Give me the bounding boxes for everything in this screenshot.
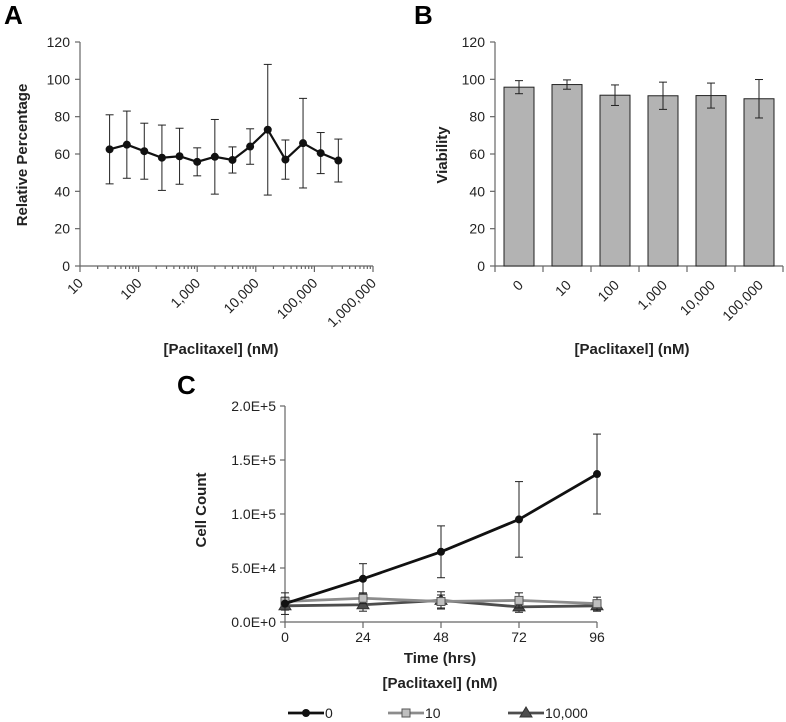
panel-c-letter: C <box>177 370 196 400</box>
panel-c: C Cell Count Time (hrs) [Paclitaxel] (nM… <box>177 370 605 721</box>
panel-c-legend: 0 10 10,000 <box>288 705 588 721</box>
panel-a-xtick-label: 10,000 <box>220 275 262 317</box>
panel-b-ylabel: Viability <box>434 126 451 184</box>
panel-c-series-square-point <box>436 596 446 606</box>
panel-b-xtick-label: 10 <box>552 277 574 299</box>
panel-b-ytick-label: 60 <box>469 146 485 162</box>
panel-b-letter: B <box>414 0 433 30</box>
panel-b-xtick-label: 100,000 <box>719 277 766 324</box>
panel-a-ytick-label: 100 <box>47 71 71 87</box>
panel-a-point <box>263 125 272 134</box>
panel-a-point <box>157 153 166 162</box>
panel-a-xtick-label: 1,000,000 <box>324 275 380 331</box>
panel-b-bar <box>599 94 631 267</box>
panel-a-point <box>175 152 184 161</box>
panel-a-point <box>228 155 237 164</box>
panel-b-ytick-label: 80 <box>469 109 485 125</box>
panel-b-xtick-label: 0 <box>509 277 526 294</box>
panel-c-series-circle-point <box>281 599 289 608</box>
panel-b-ytick-label: 20 <box>469 221 485 237</box>
panel-c-series-circle-point <box>437 547 445 556</box>
panel-b-bar <box>695 95 727 267</box>
panel-a-ytick-label: 60 <box>54 146 70 162</box>
panel-a-point <box>140 147 149 156</box>
panel-b-ytick-label: 100 <box>462 71 486 87</box>
panel-c-xlabel: Time (hrs) <box>404 650 476 667</box>
panel-c-ytick-label: 2.0E+5 <box>231 398 276 414</box>
panel-c-xtick-label: 24 <box>355 629 371 645</box>
panel-a: A Relative Percentage [Paclitaxel] (nM) … <box>4 0 379 358</box>
panel-a-ytick-label: 20 <box>54 221 70 237</box>
panel-a-xlabel: [Paclitaxel] (nM) <box>163 341 278 358</box>
panel-a-xtick-label: 10 <box>64 275 86 297</box>
panel-a-ytick-label: 80 <box>54 109 70 125</box>
panel-c-ytick-label: 1.0E+5 <box>231 506 276 522</box>
panel-a-xtick-label: 100 <box>117 275 145 303</box>
panel-b: B Viability [Paclitaxel] (nM) 0 20 40 60 80 1… <box>414 0 784 358</box>
panel-a-xtick-label: 100,000 <box>273 275 320 322</box>
legend-swatch-marker <box>401 708 411 718</box>
panel-a-ytick-label: 40 <box>54 183 70 199</box>
panel-a-point <box>122 140 131 149</box>
panel-a-ytick-label: 0 <box>62 258 70 274</box>
panel-b-ytick-label: 40 <box>469 183 485 199</box>
legend-label: 10,000 <box>545 705 588 721</box>
panel-c-series-square-point <box>514 595 524 605</box>
panel-b-bar <box>551 84 583 267</box>
panel-c-xtick-label: 0 <box>281 629 289 645</box>
panel-b-ytick-label: 0 <box>477 258 485 274</box>
panel-a-letter: A <box>4 0 23 30</box>
legend-swatch-marker <box>519 706 533 718</box>
panel-c-series-square-point <box>358 593 368 603</box>
panel-a-point <box>105 145 114 154</box>
legend-label: 10 <box>425 705 441 721</box>
panel-b-bar <box>743 98 775 267</box>
panel-c-ylabel: Cell Count <box>193 473 210 548</box>
panel-a-ytick-label: 120 <box>47 34 71 50</box>
panel-c-xtick-label: 72 <box>511 629 527 645</box>
panel-a-point <box>193 157 202 166</box>
panel-c-series-circle-point <box>593 470 601 479</box>
legend-swatch-marker <box>302 709 310 717</box>
panel-b-xtick-label: 100 <box>594 277 622 305</box>
panel-b-xtick-label: 10,000 <box>677 277 719 319</box>
panel-a-point <box>316 149 325 158</box>
legend-label: 0 <box>325 705 333 721</box>
panel-c-series-circle-point <box>515 515 523 524</box>
panel-c-xtick-label: 48 <box>433 629 449 645</box>
panel-c-xtick-label: 96 <box>589 629 605 645</box>
panel-a-xtick-label: 1,000 <box>167 275 203 311</box>
panel-c-series-square-point <box>592 599 602 609</box>
panel-a-point <box>299 139 308 148</box>
panel-b-bar <box>503 86 535 267</box>
panel-a-point <box>210 152 219 161</box>
panel-c-ytick-label: 5.0E+4 <box>231 560 276 576</box>
panel-c-series-circle-point <box>359 574 367 583</box>
panel-c-ytick-label: 0.0E+0 <box>231 614 276 630</box>
panel-a-point <box>281 155 290 164</box>
panel-b-xtick-label: 1,000 <box>634 277 670 313</box>
panel-a-point <box>246 142 255 151</box>
panel-b-ytick-label: 120 <box>462 34 486 50</box>
panel-c-legend-title: [Paclitaxel] (nM) <box>382 675 497 692</box>
panel-c-ytick-label: 1.5E+5 <box>231 452 276 468</box>
panel-a-ylabel: Relative Percentage <box>14 84 31 227</box>
panel-a-point <box>334 156 343 165</box>
panel-b-bar <box>647 95 679 267</box>
panel-b-xlabel: [Paclitaxel] (nM) <box>574 341 689 358</box>
